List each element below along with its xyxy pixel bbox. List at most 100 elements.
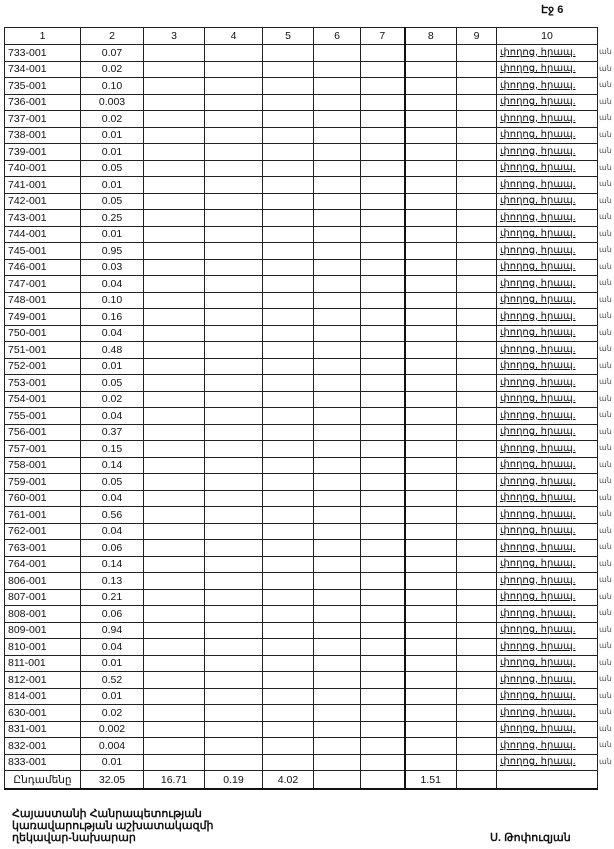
empty-cell (403, 176, 457, 194)
empty-cell (143, 473, 205, 491)
row-code: 758-001 (4, 456, 81, 474)
empty-cell (313, 588, 361, 606)
empty-cell (143, 539, 205, 557)
empty-cell (313, 77, 361, 95)
empty-cell (143, 572, 205, 590)
row-code: 739-001 (4, 143, 81, 161)
table-row: 743-001 0.25 փողոց, հրապ. (4, 209, 598, 227)
row-code: 757-001 (4, 440, 81, 458)
empty-cell (313, 324, 361, 342)
empty-cell (456, 374, 497, 392)
empty-cell (262, 44, 314, 62)
empty-cell (456, 704, 497, 722)
empty-cell (204, 572, 263, 590)
signatory: Ս. Թոփուզյան (490, 832, 571, 844)
table-row: 739-001 0.01 փողոց, հրապ. (4, 143, 598, 161)
empty-cell (143, 176, 205, 194)
row-code: 735-001 (4, 77, 81, 95)
page-number: Էջ 6 (541, 4, 564, 16)
empty-cell (313, 605, 361, 623)
empty-cell (360, 704, 405, 722)
row-note: փողոց, հրապ. (496, 605, 598, 623)
empty-cell (262, 60, 314, 78)
margin-mark: ան (599, 212, 612, 221)
empty-cell (456, 308, 497, 326)
margin-mark: ան (599, 443, 612, 452)
empty-cell (262, 110, 314, 128)
row-note: փողոց, հրապ. (496, 93, 598, 111)
empty-cell (456, 605, 497, 623)
empty-cell (360, 143, 405, 161)
table-row: 810-001 0.04 փողոց, հրապ. (4, 638, 598, 656)
empty-cell (313, 159, 361, 177)
row-code: 746-001 (4, 258, 81, 276)
row-code: 752-001 (4, 357, 81, 375)
empty-cell (403, 192, 457, 210)
empty-cell (456, 390, 497, 408)
empty-cell (403, 440, 457, 458)
empty-cell (143, 60, 205, 78)
empty-cell (262, 671, 314, 689)
row-note: փողոց, հրապ. (496, 456, 598, 474)
margin-mark: ան (599, 113, 612, 122)
empty-cell (204, 159, 263, 177)
empty-cell (360, 522, 405, 540)
empty-cell (403, 126, 457, 144)
total-c7 (360, 770, 405, 790)
total-row: Ընդամենը 32.05 16.71 0.19 4.02 1.51 (4, 770, 598, 790)
empty-cell (204, 374, 263, 392)
empty-cell (262, 555, 314, 573)
margin-mark: ան (599, 707, 612, 716)
empty-cell (313, 539, 361, 557)
total-c3: 16.71 (143, 770, 205, 790)
empty-cell (360, 77, 405, 95)
row-value: 0.06 (80, 605, 144, 623)
row-note: փողոց, հրապ. (496, 390, 598, 408)
row-code: 811-001 (4, 654, 81, 672)
empty-cell (313, 44, 361, 62)
empty-cell (456, 753, 497, 771)
empty-cell (360, 440, 405, 458)
empty-cell (313, 110, 361, 128)
table-row: 832-001 0.004 փողոց, հրապ. (4, 737, 598, 755)
margin-mark: ան (599, 162, 612, 172)
row-code: 630-001 (4, 704, 81, 722)
row-note: փողոց, հրապ. (496, 621, 598, 639)
margin-mark: ան (599, 278, 612, 287)
row-code: 743-001 (4, 209, 81, 227)
empty-cell (143, 390, 205, 408)
empty-cell (313, 456, 361, 474)
row-note: փողոց, հրապ. (496, 324, 598, 342)
empty-cell (313, 275, 361, 293)
row-value: 0.48 (80, 341, 144, 359)
empty-cell (204, 522, 263, 540)
empty-cell (313, 671, 361, 689)
table-row: 748-001 0.10 փողոց, հրապ. (4, 291, 598, 309)
empty-cell (456, 357, 497, 375)
row-code: 759-001 (4, 473, 81, 491)
margin-mark: ան (599, 558, 612, 568)
row-note: փողոց, հրապ. (496, 242, 598, 260)
empty-cell (313, 93, 361, 111)
row-code: 754-001 (4, 390, 81, 408)
row-note: փողոց, հրապ. (496, 275, 598, 293)
empty-cell (262, 506, 314, 524)
empty-cell (456, 522, 497, 540)
empty-cell (204, 60, 263, 78)
empty-cell (456, 473, 497, 491)
empty-cell (204, 44, 263, 62)
data-table: 1 2 3 4 5 6 7 8 9 10 733-001 0.07 փողոց, հրապ. 734-0… (4, 27, 598, 790)
empty-cell (456, 423, 497, 441)
table-row: 812-001 0.52 փողոց, հրապ. (4, 671, 598, 689)
empty-cell (360, 192, 405, 210)
empty-cell (313, 489, 361, 507)
empty-cell (143, 671, 205, 689)
row-note: փողոց, հրապ. (496, 159, 598, 177)
table-row: 762-001 0.04 փողոց, հրապ. (4, 522, 598, 540)
table-row: 735-001 0.10 փողոց, հրապ. (4, 77, 598, 95)
margin-mark: ան (599, 195, 612, 205)
row-code: 808-001 (4, 605, 81, 623)
empty-cell (360, 159, 405, 177)
margin-mark: ան (599, 624, 612, 634)
empty-cell (360, 671, 405, 689)
